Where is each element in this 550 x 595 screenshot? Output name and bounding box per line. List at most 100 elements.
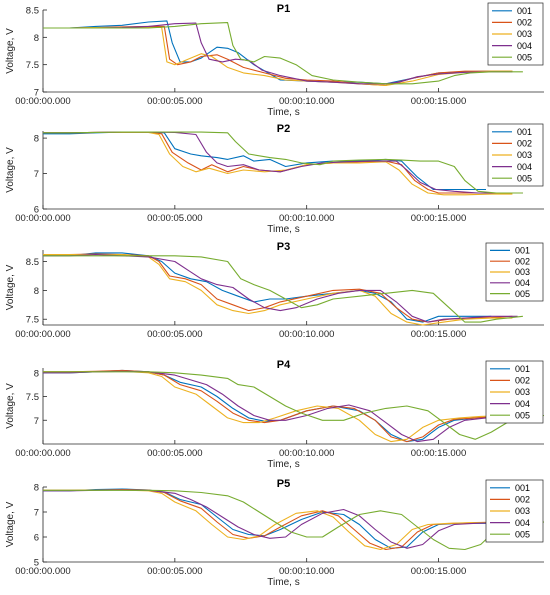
- x-tick-label: 00:00:00.000: [15, 213, 70, 224]
- y-tick-label: 8: [34, 286, 39, 297]
- y-tick-label: 7.5: [26, 392, 39, 403]
- x-tick-label: 00:00:15.000: [411, 448, 466, 459]
- x-tick-label: 00:00:15.000: [411, 96, 466, 107]
- legend-label: 003: [517, 29, 532, 39]
- chart-title: P2: [277, 123, 290, 135]
- y-tick-label: 8: [34, 33, 39, 44]
- legend-label: 001: [515, 246, 530, 256]
- legend-label: 003: [515, 387, 530, 397]
- series-line-001: [43, 369, 513, 443]
- legend-label: 005: [515, 529, 530, 539]
- y-tick-label: 6: [34, 533, 39, 544]
- legend-label: 003: [517, 150, 532, 160]
- y-axis-label: Voltage, V: [5, 501, 16, 547]
- x-tick-label: 00:00:10.000: [279, 213, 334, 224]
- legend-label: 005: [517, 173, 532, 183]
- legend-label: 002: [515, 495, 530, 505]
- legend-label: 001: [515, 483, 530, 493]
- series-line-004: [43, 489, 518, 549]
- y-tick-label: 7: [34, 508, 39, 519]
- x-tick-label: 00:00:05.000: [147, 213, 202, 224]
- series-line-003: [43, 370, 513, 443]
- series-line-002: [43, 253, 513, 323]
- chart-panel-P3: P3 7.5 8 8.5 00:00:00.000 00:00:05.000 00:00:1…: [5, 241, 544, 340]
- y-axis-label: Voltage, V: [5, 147, 16, 193]
- chart-title: P3: [277, 241, 290, 253]
- y-tick-label: 8: [34, 368, 39, 379]
- series-line-004: [43, 254, 518, 323]
- legend-label: 005: [515, 289, 530, 299]
- series-line-004: [43, 22, 513, 85]
- legend-label: 004: [515, 278, 530, 288]
- legend-label: 003: [515, 506, 530, 516]
- legend-label: 002: [515, 376, 530, 386]
- legend-label: 001: [515, 364, 530, 374]
- legend-label: 004: [515, 518, 530, 528]
- chart-title: P1: [277, 3, 290, 15]
- legend-label: 004: [517, 41, 532, 51]
- x-tick-label: 00:00:05.000: [147, 329, 202, 340]
- chart-panel-P5: P5 5 6 7 8 00:00:00.000 00:00:05.000 00:00:10.0…: [5, 478, 545, 588]
- chart-title: P5: [277, 478, 290, 490]
- legend-label: 002: [517, 139, 532, 149]
- legend-label: 005: [515, 410, 530, 420]
- x-tick-label: 00:00:15.000: [411, 213, 466, 224]
- y-tick-label: 7: [34, 416, 39, 427]
- series-line-005: [43, 489, 545, 551]
- series-line-005: [43, 255, 523, 323]
- y-axis-label: Voltage, V: [5, 383, 16, 429]
- chart-panel-P1: P1 7 7.5 8 8.5 00:00:00.000 00:00:05.000 00:00:…: [5, 2, 544, 118]
- y-tick-label: 7.5: [26, 60, 39, 71]
- x-tick-label: 00:00:15.000: [411, 566, 466, 577]
- chart-panel-P4: P4 7 7.5 8 00:00:00.000 00:00:05.000 00:00:10.…: [5, 359, 545, 470]
- x-tick-label: 00:00:00.000: [15, 96, 70, 107]
- legend-label: 005: [517, 52, 532, 62]
- x-tick-label: 00:00:15.000: [411, 329, 466, 340]
- legend-label: 002: [517, 18, 532, 28]
- y-tick-label: 8: [34, 483, 39, 494]
- y-tick-label: 7.5: [26, 315, 39, 326]
- series-line-005: [43, 371, 545, 440]
- x-tick-label: 00:00:00.000: [15, 566, 70, 577]
- series-line-004: [43, 131, 523, 194]
- series-line-003: [43, 131, 513, 196]
- x-axis-label: Time, s: [267, 459, 299, 470]
- x-tick-label: 00:00:05.000: [147, 96, 202, 107]
- chart-panel-P2: P2 6 7 8 00:00:00.000 00:00:05.000 00:00:10.00…: [5, 123, 544, 235]
- series-line-002: [43, 488, 513, 551]
- x-tick-label: 00:00:00.000: [15, 448, 70, 459]
- series-line-003: [43, 254, 513, 326]
- y-axis-label: Voltage, V: [5, 28, 16, 74]
- y-axis-label: Voltage, V: [5, 264, 16, 310]
- y-tick-label: 8.5: [26, 6, 39, 17]
- y-tick-label: 6: [34, 205, 39, 216]
- legend-label: 004: [515, 399, 530, 409]
- x-tick-label: 00:00:10.000: [279, 448, 334, 459]
- series-line-001: [43, 252, 492, 323]
- chart-title: P4: [277, 359, 291, 371]
- series-line-002: [43, 25, 513, 86]
- series-line-001: [43, 488, 513, 549]
- legend-label: 003: [515, 267, 530, 277]
- legend-label: 001: [517, 6, 532, 16]
- x-axis-label: Time, s: [267, 224, 299, 235]
- series-line-002: [43, 369, 513, 443]
- y-tick-label: 8: [34, 134, 39, 145]
- x-tick-label: 00:00:10.000: [279, 96, 334, 107]
- series-line-004: [43, 370, 518, 443]
- x-axis-label: Time, s: [267, 107, 299, 118]
- legend-label: 002: [515, 256, 530, 266]
- series-line-005: [43, 22, 523, 85]
- y-tick-label: 5: [34, 558, 39, 569]
- x-tick-label: 00:00:00.000: [15, 329, 70, 340]
- y-tick-label: 8.5: [26, 257, 39, 268]
- x-tick-label: 00:00:05.000: [147, 448, 202, 459]
- x-tick-label: 00:00:05.000: [147, 566, 202, 577]
- series-line-003: [43, 489, 513, 551]
- x-tick-label: 00:00:10.000: [279, 566, 334, 577]
- series-line-005: [43, 131, 523, 194]
- x-axis-label: Time, s: [267, 577, 299, 588]
- legend-label: 001: [517, 127, 532, 137]
- y-tick-label: 7: [34, 88, 39, 99]
